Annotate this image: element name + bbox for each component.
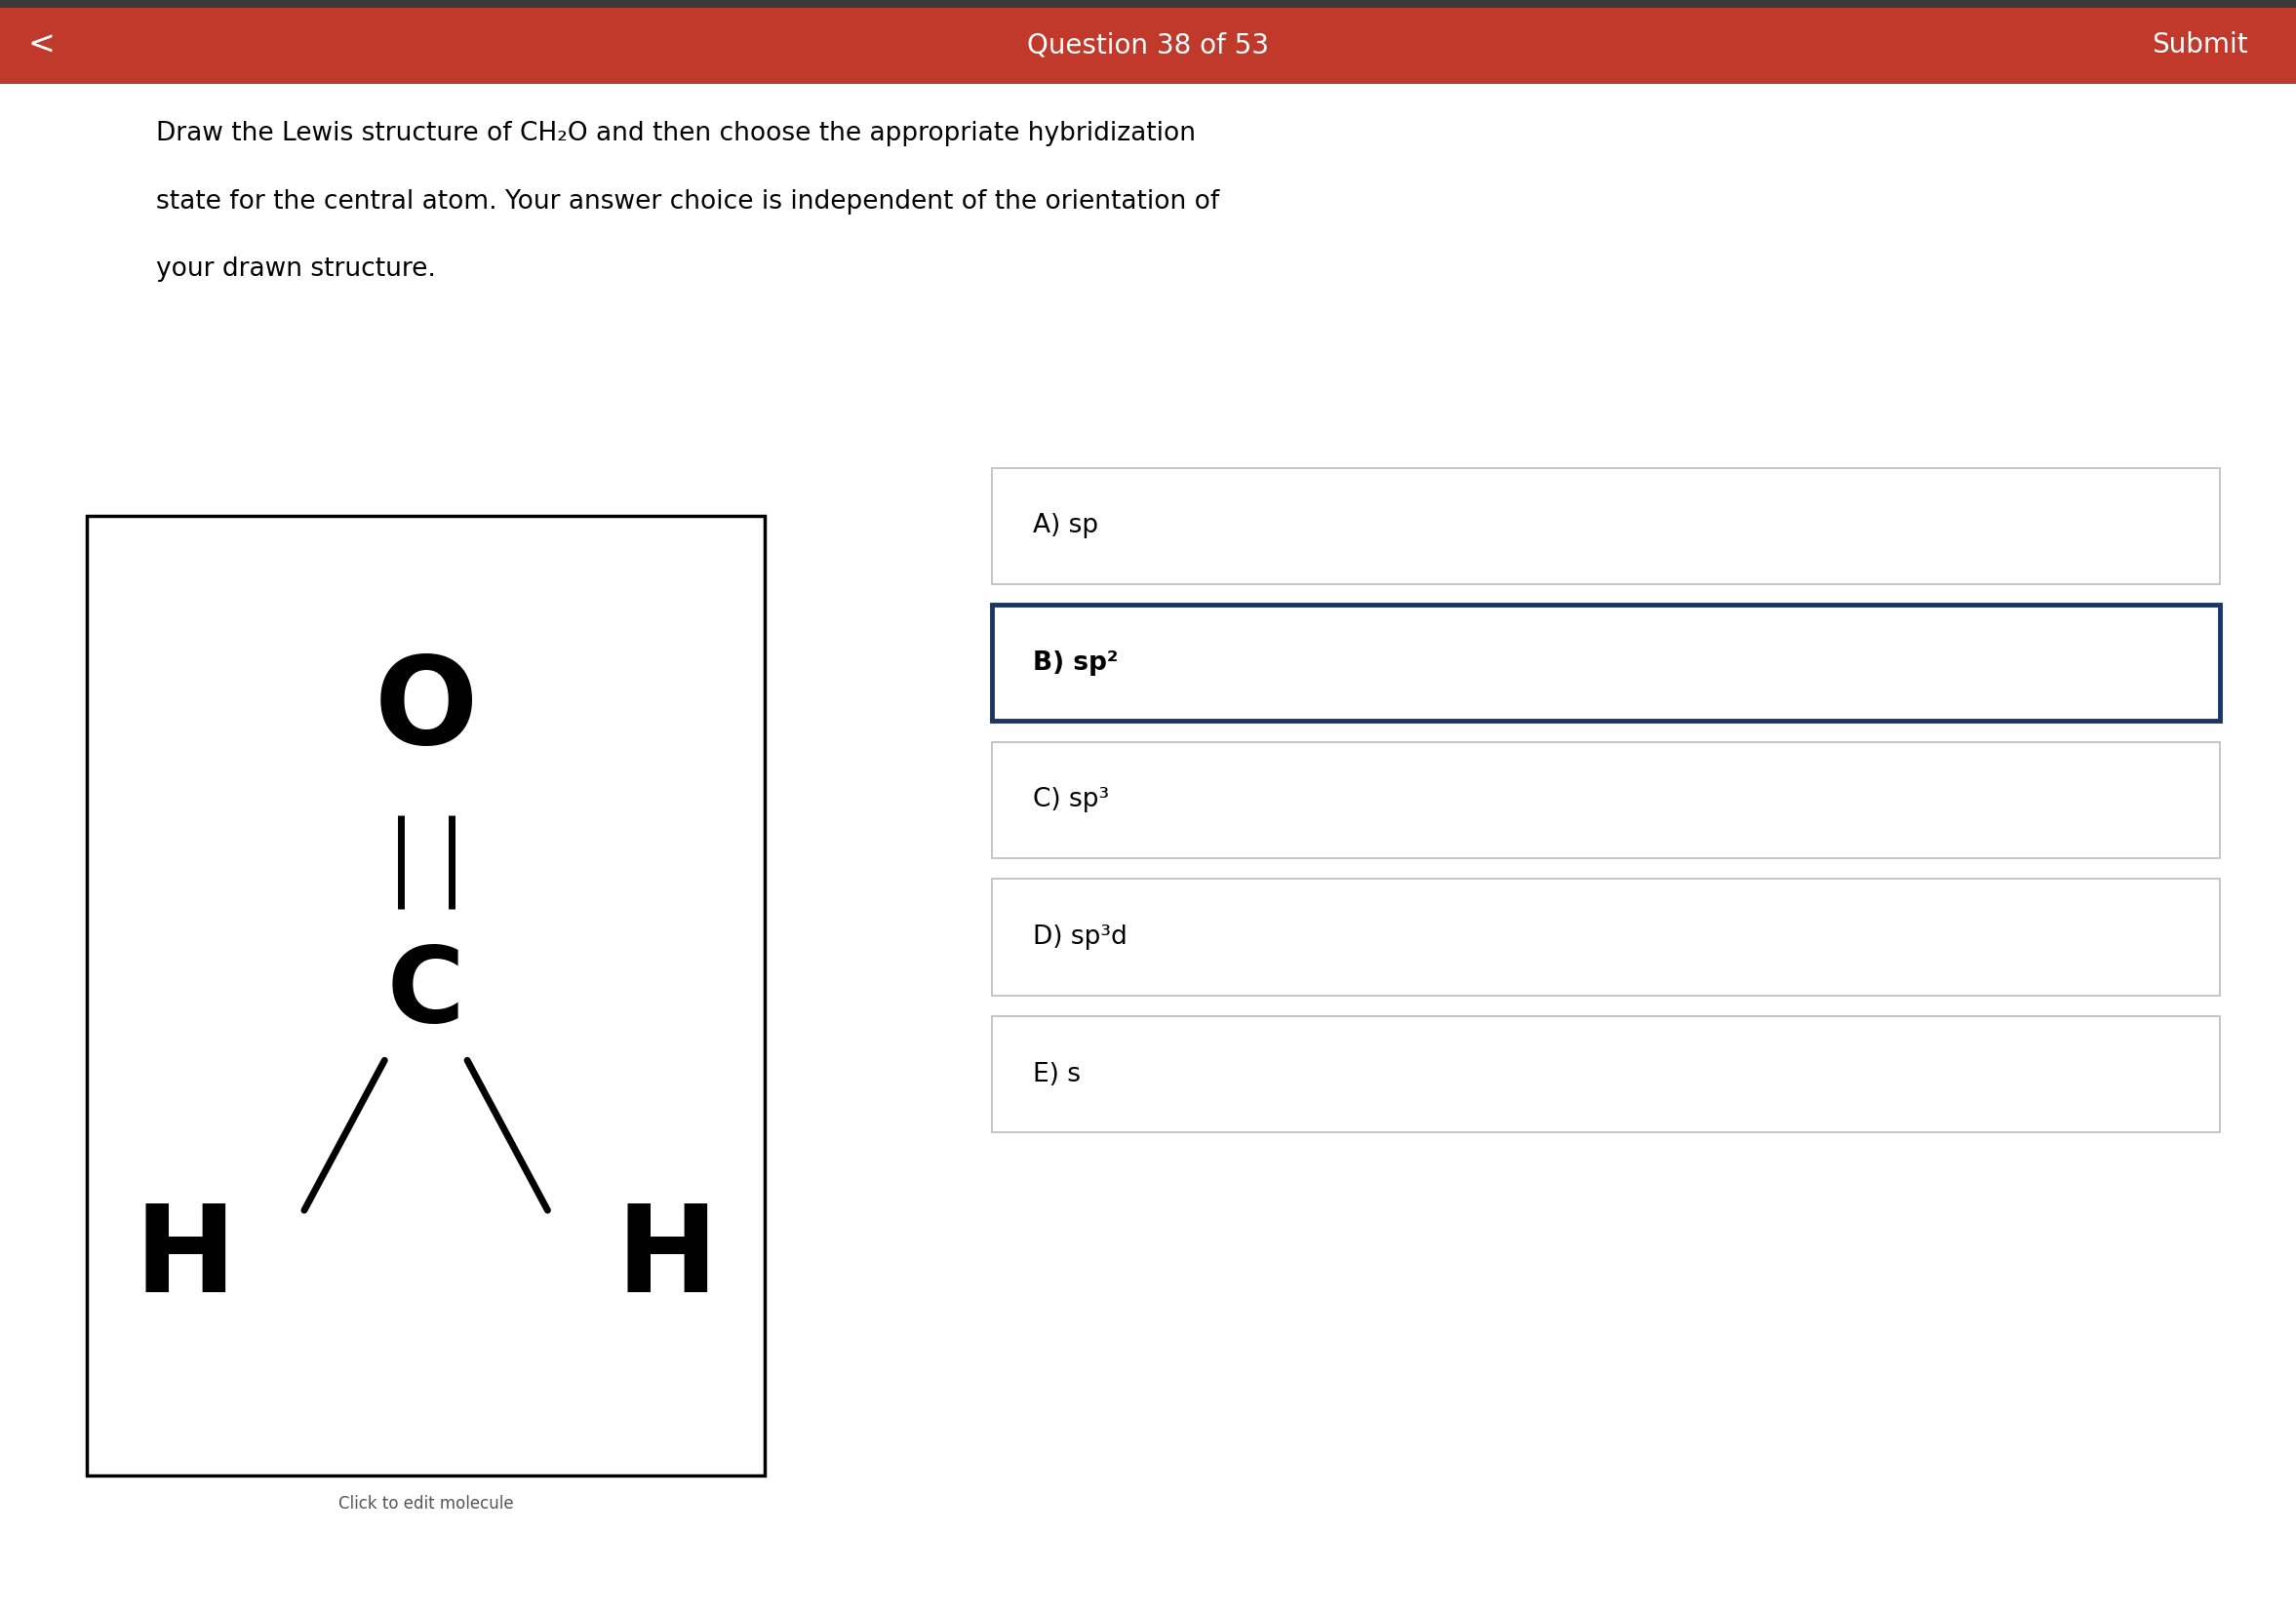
Text: B) sp²: B) sp² — [1033, 650, 1118, 676]
FancyBboxPatch shape — [992, 468, 2220, 584]
Text: C: C — [388, 940, 464, 1044]
Text: E) s: E) s — [1033, 1061, 1081, 1087]
Text: state for the central atom. Your answer choice is independent of the orientation: state for the central atom. Your answer … — [156, 189, 1219, 215]
Text: H: H — [133, 1200, 236, 1318]
FancyBboxPatch shape — [0, 8, 2296, 84]
Text: A) sp: A) sp — [1033, 513, 1100, 539]
Text: Submit: Submit — [2151, 32, 2248, 58]
FancyBboxPatch shape — [992, 1016, 2220, 1132]
Text: H: H — [615, 1200, 719, 1318]
Text: O: O — [374, 652, 478, 769]
Text: C) sp³: C) sp³ — [1033, 787, 1109, 813]
FancyBboxPatch shape — [87, 516, 765, 1476]
FancyBboxPatch shape — [992, 879, 2220, 995]
Text: Click to edit molecule: Click to edit molecule — [338, 1495, 514, 1513]
Text: <: < — [28, 29, 55, 61]
FancyBboxPatch shape — [0, 0, 2296, 8]
Text: your drawn structure.: your drawn structure. — [156, 256, 436, 282]
Text: D) sp³d: D) sp³d — [1033, 924, 1127, 950]
Text: Question 38 of 53: Question 38 of 53 — [1026, 32, 1270, 58]
FancyBboxPatch shape — [992, 742, 2220, 858]
Text: Draw the Lewis structure of CH₂O and then choose the appropriate hybridization: Draw the Lewis structure of CH₂O and the… — [156, 121, 1196, 147]
FancyBboxPatch shape — [992, 605, 2220, 721]
